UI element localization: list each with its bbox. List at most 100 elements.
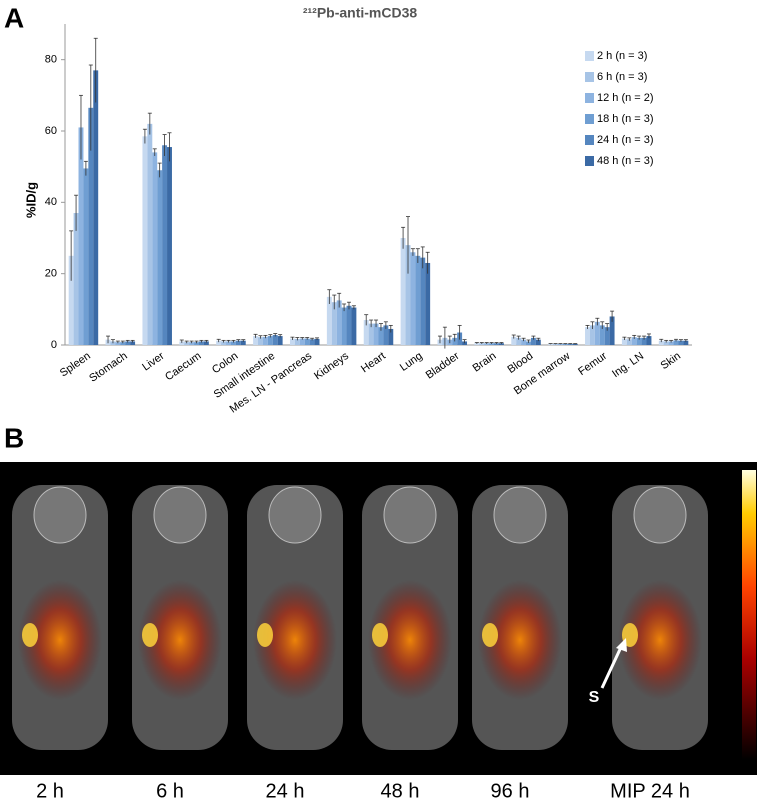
bar — [658, 340, 664, 345]
bar — [410, 252, 416, 345]
x-tick-label: Blood — [505, 350, 535, 376]
bar — [511, 336, 517, 345]
bar — [309, 339, 315, 345]
bar — [314, 338, 320, 345]
bar — [548, 343, 554, 345]
x-tick-label: Heart — [359, 350, 388, 375]
bar — [535, 339, 541, 345]
time-label: 2 h — [36, 780, 64, 802]
bar — [604, 327, 610, 345]
bar — [636, 337, 642, 345]
bar — [599, 325, 605, 345]
y-tick-label: 40 — [45, 196, 57, 208]
bar — [368, 323, 374, 345]
bar — [130, 341, 136, 345]
bar — [120, 342, 126, 345]
bar — [83, 168, 89, 345]
y-tick-label: 0 — [51, 339, 57, 351]
x-tick-label: Skin — [659, 350, 683, 372]
bar — [267, 336, 273, 345]
bar — [494, 343, 499, 345]
bar — [585, 327, 590, 345]
uptake — [618, 580, 702, 700]
bar — [678, 340, 684, 345]
arrow — [600, 644, 624, 689]
mouse-head — [633, 486, 687, 544]
bar — [572, 343, 578, 345]
mouse-head — [383, 486, 437, 544]
y-tick-label: 60 — [45, 125, 57, 137]
bar — [142, 136, 148, 345]
bar — [262, 336, 268, 345]
panel-label: A — [4, 2, 24, 33]
bar — [668, 341, 674, 345]
bar — [641, 337, 647, 345]
legend-swatch — [585, 72, 594, 82]
spleen-uptake — [482, 623, 498, 647]
bar — [589, 325, 595, 345]
spleen-uptake — [257, 623, 273, 647]
bar — [526, 341, 531, 345]
bar — [346, 305, 352, 345]
time-label: MIP 24 h — [610, 780, 690, 802]
bar — [336, 300, 342, 345]
legend-swatch — [585, 135, 594, 145]
bar — [203, 341, 209, 345]
x-tick-label: Kidneys — [312, 350, 351, 383]
legend-label: 2 h (n = 3) — [597, 50, 647, 62]
y-tick-label: 80 — [45, 54, 57, 66]
bar — [73, 213, 79, 345]
spleen-uptake — [372, 623, 388, 647]
bar — [557, 343, 563, 345]
bar — [474, 343, 480, 345]
bar — [88, 107, 94, 345]
bar — [383, 325, 389, 345]
uptake — [478, 580, 562, 700]
bar — [157, 170, 163, 345]
bar — [189, 342, 195, 345]
bar — [562, 343, 568, 345]
bar — [199, 341, 204, 345]
bar — [415, 255, 421, 345]
x-tick-label: Stomach — [87, 350, 129, 385]
bar — [673, 340, 679, 345]
bar — [258, 337, 263, 345]
legend-label: 48 h (n = 3) — [597, 155, 654, 167]
x-tick-label: Colon — [210, 350, 240, 376]
color-scale — [742, 470, 756, 760]
bar — [230, 341, 236, 345]
bar — [167, 147, 172, 345]
uptake — [368, 580, 452, 700]
bar — [373, 323, 379, 345]
panel-label: B — [4, 422, 24, 453]
bar — [646, 336, 652, 345]
legend-label: 6 h (n = 3) — [597, 71, 647, 83]
bar — [68, 255, 74, 345]
bar — [240, 340, 246, 345]
bar — [420, 257, 426, 345]
bar — [226, 341, 231, 345]
bar — [125, 341, 131, 345]
y-axis-label: %ID/g — [23, 182, 38, 218]
mouse-head — [33, 486, 87, 544]
legend-label: 24 h (n = 3) — [597, 134, 654, 146]
bar — [272, 335, 278, 345]
x-tick-label: Bladder — [424, 350, 462, 382]
bar — [331, 302, 337, 345]
x-tick-label: Lung — [398, 350, 425, 374]
bar — [489, 343, 495, 345]
bar — [609, 316, 615, 345]
bar — [516, 337, 522, 345]
x-tick-label: Femur — [576, 350, 609, 378]
bar — [363, 320, 369, 345]
mouse-images — [12, 485, 708, 750]
bar — [626, 339, 632, 345]
bar — [184, 342, 190, 345]
bar — [530, 337, 536, 345]
mouse-head — [493, 486, 547, 544]
arrow-head — [616, 638, 627, 652]
bar — [484, 343, 490, 345]
bar — [294, 338, 300, 345]
bar — [194, 342, 200, 345]
time-label: 96 h — [491, 780, 530, 802]
